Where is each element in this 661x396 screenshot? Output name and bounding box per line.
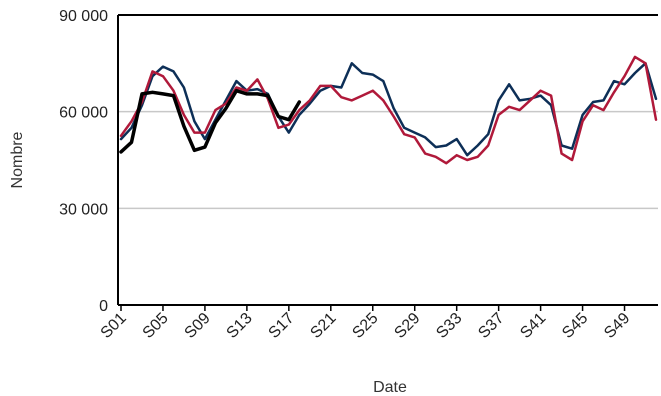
series-line-3 bbox=[119, 88, 302, 154]
series-group bbox=[119, 55, 658, 165]
y-tick-label: 30 000 bbox=[59, 201, 108, 218]
x-tick-label: S45 bbox=[559, 310, 591, 342]
grid-lines bbox=[118, 110, 658, 210]
series-line-1 bbox=[119, 62, 658, 157]
series-line-2 bbox=[119, 55, 658, 165]
x-axis-title: Date bbox=[373, 379, 407, 396]
x-tick-label: S09 bbox=[182, 310, 214, 342]
x-tick-label: S25 bbox=[349, 310, 381, 342]
y-tick-label: 60 000 bbox=[59, 105, 108, 122]
x-tick-label: S33 bbox=[433, 310, 465, 342]
y-tick-label: 90 000 bbox=[59, 8, 108, 25]
x-tick-label: S37 bbox=[475, 310, 507, 342]
x-tick-label: S41 bbox=[517, 310, 549, 342]
x-tick-label: S29 bbox=[391, 310, 423, 342]
y-tick-label: 0 bbox=[99, 298, 108, 315]
x-tick-label: S49 bbox=[601, 310, 633, 342]
y-tick-labels: 0 30 000 60 000 90 000 bbox=[59, 8, 108, 315]
x-tick-label: S05 bbox=[140, 310, 172, 342]
x-tick-label: S21 bbox=[307, 310, 339, 342]
x-tick-label: S13 bbox=[224, 310, 256, 342]
x-tick-label: S17 bbox=[266, 310, 298, 342]
y-axis-title: Nombre bbox=[9, 131, 26, 188]
x-tick-labels: S01 S05 S09 S13 S17 S21 S25 S29 S33 S37 S41 S45 S49 bbox=[98, 305, 633, 342]
axes bbox=[117, 14, 658, 306]
